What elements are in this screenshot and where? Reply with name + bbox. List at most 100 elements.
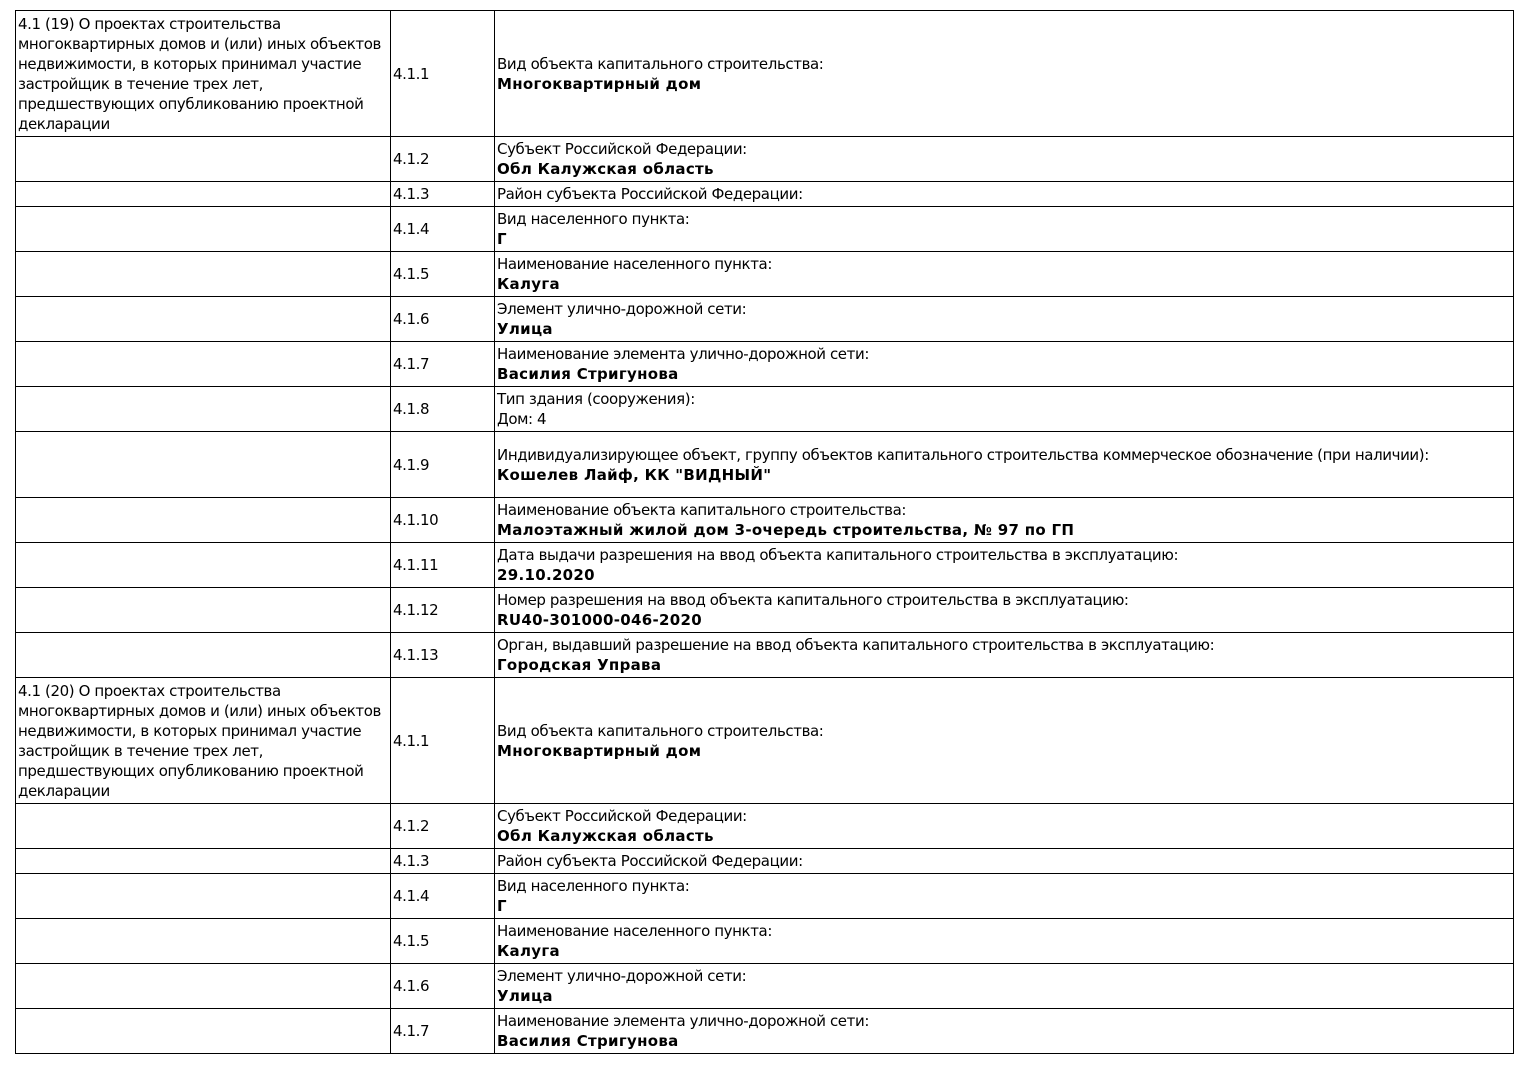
item-label: Дата выдачи разрешения на ввод объекта к…	[497, 546, 1179, 564]
table-row: 4.1.10 Наименование объекта капитального …	[15, 497, 1514, 543]
section-title-cell	[15, 803, 391, 849]
item-content: Тип здания (сооружения): Дом: 4	[494, 386, 1514, 432]
item-code: 4.1.2	[390, 136, 495, 182]
section-title-cell	[15, 386, 391, 432]
section-title-cell	[15, 136, 391, 182]
table-row: 4.1.6 Элемент улично-дорожной сети: Улица	[15, 963, 1514, 1009]
item-content: Наименование населенного пункта: Калуга	[494, 918, 1514, 964]
item-value: Малоэтажный жилой дом 3-очередь строител…	[497, 521, 1075, 539]
item-content: Вид населенного пункта: Г	[494, 206, 1514, 252]
item-content: Орган, выдавший разрешение на ввод объек…	[494, 632, 1514, 678]
item-code: 4.1.5	[390, 918, 495, 964]
table-row: 4.1 (20) О проектах строительства многок…	[15, 677, 1514, 804]
item-code: 4.1.4	[390, 206, 495, 252]
item-code: 4.1.6	[390, 963, 495, 1009]
item-label: Орган, выдавший разрешение на ввод объек…	[497, 636, 1215, 654]
item-value: Г	[497, 897, 507, 915]
item-value: Василия Стригунова	[497, 365, 679, 383]
item-label: Наименование элемента улично-дорожной се…	[497, 1012, 869, 1030]
item-content: Наименование населенного пункта: Калуга	[494, 251, 1514, 297]
item-value: Василия Стригунова	[497, 1032, 679, 1050]
item-content: Номер разрешения на ввод объекта капитал…	[494, 587, 1514, 633]
section-title-cell: 4.1 (19) О проектах строительства многок…	[15, 10, 391, 137]
item-content: Вид населенного пункта: Г	[494, 873, 1514, 919]
section-title-cell	[15, 497, 391, 543]
item-label: Наименование объекта капитального строит…	[497, 501, 907, 519]
item-code: 4.1.3	[390, 848, 495, 874]
table-row: 4.1.7 Наименование элемента улично-дорожн…	[15, 341, 1514, 387]
item-value: Дом: 4	[497, 410, 547, 428]
section-title: 4.1 (19) О проектах строительства многок…	[18, 14, 381, 133]
item-label: Номер разрешения на ввод объекта капитал…	[497, 591, 1129, 609]
item-content: Район субъекта Российской Федерации:	[494, 181, 1514, 207]
item-label: Элемент улично-дорожной сети:	[497, 967, 747, 985]
section-title-cell	[15, 181, 391, 207]
section-title-cell	[15, 542, 391, 588]
section-title-cell	[15, 587, 391, 633]
item-content: Вид объекта капитального строительства: М…	[494, 677, 1514, 804]
item-code: 4.1.1	[390, 677, 495, 804]
item-label: Наименование населенного пункта:	[497, 922, 772, 940]
section-title-cell: 4.1 (20) О проектах строительства многок…	[15, 677, 391, 804]
item-content: Наименование элемента улично-дорожной се…	[494, 1008, 1514, 1054]
item-content: Субъект Российской Федерации: Обл Калужск…	[494, 136, 1514, 182]
item-code: 4.1.5	[390, 251, 495, 297]
section-title-cell	[15, 206, 391, 252]
table-row: 4.1.8 Тип здания (сооружения): Дом: 4	[15, 386, 1514, 432]
item-label: Вид населенного пункта:	[497, 877, 690, 895]
item-code: 4.1.11	[390, 542, 495, 588]
item-label: Вид объекта капитального строительства:	[497, 721, 824, 740]
table-row: 4.1.12 Номер разрешения на ввод объекта к…	[15, 587, 1514, 633]
item-value: Обл Калужская область	[497, 160, 714, 178]
item-content: Вид объекта капитального строительства: М…	[494, 10, 1514, 137]
item-content: Дата выдачи разрешения на ввод объекта к…	[494, 542, 1514, 588]
table-row: 4.1.5 Наименование населенного пункта: Кал…	[15, 918, 1514, 964]
item-label: Район субъекта Российской Федерации:	[497, 852, 803, 870]
item-code: 4.1.1	[390, 10, 495, 137]
item-content: Элемент улично-дорожной сети: Улица	[494, 963, 1514, 1009]
item-value: Калуга	[497, 942, 560, 960]
item-label: Вид населенного пункта:	[497, 210, 690, 228]
item-value: Городская Управа	[497, 656, 662, 674]
item-content: Субъект Российской Федерации: Обл Калужск…	[494, 803, 1514, 849]
table-row: 4.1.2 Субъект Российской Федерации: Обл Ка…	[15, 803, 1514, 849]
item-value: Улица	[497, 987, 553, 1005]
item-value: Улица	[497, 320, 553, 338]
item-code: 4.1.7	[390, 341, 495, 387]
item-code: 4.1.9	[390, 431, 495, 498]
table-row: 4.1.13 Орган, выдавший разрешение на ввод…	[15, 632, 1514, 678]
item-code: 4.1.6	[390, 296, 495, 342]
item-code: 4.1.13	[390, 632, 495, 678]
table-row: 4.1.2 Субъект Российской Федерации: Обл Ка…	[15, 136, 1514, 182]
table-row: 4.1.5 Наименование населенного пункта: Кал…	[15, 251, 1514, 297]
section-title-cell	[15, 431, 391, 498]
table-row: 4.1.7 Наименование элемента улично-дорожн…	[15, 1008, 1514, 1054]
table-row: 4.1.9 Индивидуализирующее объект, группу …	[15, 431, 1514, 498]
table-row: 4.1.6 Элемент улично-дорожной сети: Улица	[15, 296, 1514, 342]
item-code: 4.1.3	[390, 181, 495, 207]
section-title-cell	[15, 296, 391, 342]
item-code: 4.1.7	[390, 1008, 495, 1054]
declaration-table: 4.1 (19) О проектах строительства многок…	[15, 10, 1514, 1054]
table-row: 4.1 (19) О проектах строительства многок…	[15, 10, 1514, 137]
item-value: Многоквартирный дом	[497, 74, 702, 93]
table-row: 4.1.4 Вид населенного пункта: Г	[15, 873, 1514, 919]
section-title-cell	[15, 251, 391, 297]
table-row: 4.1.3 Район субъекта Российской Федерации…	[15, 181, 1514, 207]
item-content: Район субъекта Российской Федерации:	[494, 848, 1514, 874]
item-label: Тип здания (сооружения):	[497, 390, 695, 408]
item-code: 4.1.8	[390, 386, 495, 432]
section-title-cell	[15, 1008, 391, 1054]
item-label: Наименование населенного пункта:	[497, 255, 772, 273]
item-value: 29.10.2020	[497, 566, 595, 584]
item-label: Субъект Российской Федерации:	[497, 140, 747, 158]
section-title-cell	[15, 918, 391, 964]
table-row: 4.1.3 Район субъекта Российской Федерации…	[15, 848, 1514, 874]
section-title: 4.1 (20) О проектах строительства многок…	[18, 681, 381, 800]
item-content: Элемент улично-дорожной сети: Улица	[494, 296, 1514, 342]
table-row: 4.1.4 Вид населенного пункта: Г	[15, 206, 1514, 252]
section-title-cell	[15, 963, 391, 1009]
item-code: 4.1.12	[390, 587, 495, 633]
section-title-cell	[15, 632, 391, 678]
item-content: Индивидуализирующее объект, группу объек…	[494, 431, 1514, 498]
